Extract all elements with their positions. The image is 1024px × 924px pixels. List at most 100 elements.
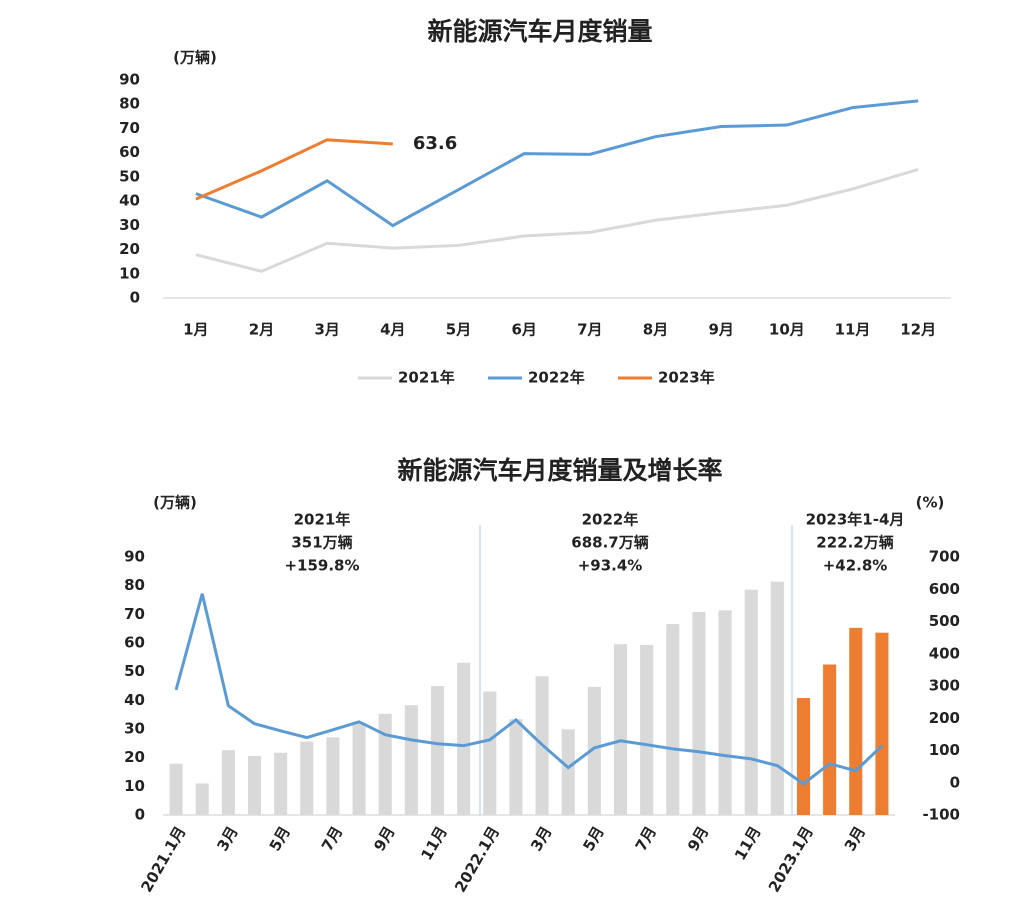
legend-label: 2022年 bbox=[528, 369, 585, 387]
y2-axis-unit: (%) bbox=[916, 494, 945, 512]
bar bbox=[718, 610, 732, 815]
bar bbox=[770, 581, 784, 815]
annotation: 688.7万辆 bbox=[571, 534, 648, 552]
legend-label: 2023年 bbox=[658, 369, 715, 387]
y-tick-label: 30 bbox=[124, 720, 145, 738]
growth-line bbox=[174, 593, 883, 786]
bar bbox=[509, 719, 523, 815]
y-tick-label: 70 bbox=[119, 119, 140, 137]
y-tick-label: 20 bbox=[124, 748, 145, 766]
x-tick-label: 2月 bbox=[249, 321, 274, 339]
series-line bbox=[195, 99, 919, 228]
y-tick-label: 50 bbox=[119, 167, 140, 185]
bar bbox=[221, 750, 235, 815]
y2-tick-label: 300 bbox=[929, 677, 960, 695]
bar bbox=[823, 664, 837, 815]
bar bbox=[352, 722, 366, 815]
x-tick-label: 7月 bbox=[318, 823, 346, 854]
x-tick-label: 7月 bbox=[632, 823, 660, 854]
bar bbox=[326, 737, 340, 815]
x-tick-label: 9月 bbox=[370, 823, 398, 854]
bar bbox=[247, 755, 262, 815]
bar bbox=[457, 662, 471, 815]
y-axis-unit: (万辆) bbox=[153, 494, 197, 512]
bar bbox=[875, 632, 889, 815]
annotation: 2021年 bbox=[294, 511, 351, 529]
x-tick-label: 3月 bbox=[841, 823, 869, 854]
y-tick-label: 10 bbox=[124, 777, 145, 795]
x-tick-label: 11月 bbox=[731, 823, 765, 863]
y-tick-label: 50 bbox=[124, 662, 145, 680]
y2-tick-label: 400 bbox=[929, 644, 960, 662]
annotation: +159.8% bbox=[284, 557, 359, 575]
series-line bbox=[195, 138, 393, 201]
bar bbox=[378, 713, 392, 815]
y-tick-label: 0 bbox=[135, 806, 145, 824]
series-line bbox=[195, 167, 919, 273]
y2-tick-label: 700 bbox=[929, 548, 960, 566]
chart-title: 新能源汽车月度销量及增长率 bbox=[397, 456, 722, 485]
legend-label: 2021年 bbox=[398, 369, 455, 387]
x-tick-label: 5月 bbox=[446, 321, 471, 339]
bar bbox=[692, 612, 706, 815]
bar bbox=[169, 763, 183, 815]
x-tick-label: 9月 bbox=[684, 823, 712, 854]
y-tick-label: 70 bbox=[124, 605, 145, 623]
x-tick-label: 2021.1月 bbox=[137, 823, 189, 895]
y2-tick-label: 200 bbox=[929, 709, 960, 727]
y-tick-label: 20 bbox=[119, 240, 140, 258]
chart-title: 新能源汽车月度销量 bbox=[427, 17, 652, 46]
y-tick-label: 10 bbox=[119, 264, 140, 282]
bar bbox=[613, 644, 628, 815]
data-label: 63.6 bbox=[413, 133, 457, 154]
x-tick-label: 7月 bbox=[577, 321, 602, 339]
bar bbox=[640, 645, 654, 815]
annotation: 222.2万辆 bbox=[816, 534, 893, 552]
y-axis-unit: (万辆) bbox=[173, 49, 217, 67]
y-tick-label: 60 bbox=[119, 143, 140, 161]
y2-tick-label: -100 bbox=[922, 806, 960, 824]
y-tick-label: 40 bbox=[119, 192, 140, 210]
bar bbox=[587, 686, 601, 815]
x-tick-label: 2022.1月 bbox=[451, 823, 503, 895]
x-tick-label: 8月 bbox=[643, 321, 668, 339]
x-tick-label: 11月 bbox=[417, 823, 451, 863]
annotation: +42.8% bbox=[823, 557, 888, 575]
x-tick-label: 4月 bbox=[380, 321, 405, 339]
x-tick-label: 12月 bbox=[900, 321, 936, 339]
y-tick-label: 80 bbox=[124, 576, 145, 594]
annotation: +93.4% bbox=[578, 557, 643, 575]
x-tick-label: 2023.1月 bbox=[765, 823, 817, 895]
y-tick-label: 90 bbox=[124, 548, 145, 566]
annotation: 2023年1-4月 bbox=[806, 511, 905, 529]
y2-tick-label: 0 bbox=[950, 773, 960, 791]
x-tick-label: 3月 bbox=[527, 823, 555, 854]
bar bbox=[483, 691, 497, 815]
x-tick-label: 9月 bbox=[708, 321, 733, 339]
y2-tick-label: 100 bbox=[929, 741, 960, 759]
annotation: 351万辆 bbox=[291, 534, 352, 552]
bar bbox=[849, 627, 863, 815]
y2-tick-label: 600 bbox=[929, 580, 960, 598]
bar bbox=[300, 741, 314, 815]
y-tick-label: 80 bbox=[119, 95, 140, 113]
annotation: 2022年 bbox=[582, 511, 639, 529]
bar bbox=[195, 783, 209, 815]
x-tick-label: 11月 bbox=[835, 321, 871, 339]
y-tick-label: 40 bbox=[124, 691, 145, 709]
x-tick-label: 3月 bbox=[314, 321, 339, 339]
bar bbox=[561, 729, 575, 815]
bar bbox=[744, 589, 758, 815]
bar bbox=[796, 698, 811, 815]
bar bbox=[404, 705, 418, 815]
y-tick-label: 30 bbox=[119, 216, 140, 234]
bar bbox=[430, 686, 445, 815]
y-tick-label: 60 bbox=[124, 634, 145, 652]
y-tick-label: 0 bbox=[130, 289, 140, 307]
x-tick-label: 3月 bbox=[213, 823, 241, 854]
x-tick-label: 5月 bbox=[579, 823, 607, 854]
x-tick-label: 10月 bbox=[769, 321, 805, 339]
bar bbox=[666, 624, 680, 815]
y-tick-label: 90 bbox=[119, 71, 140, 89]
